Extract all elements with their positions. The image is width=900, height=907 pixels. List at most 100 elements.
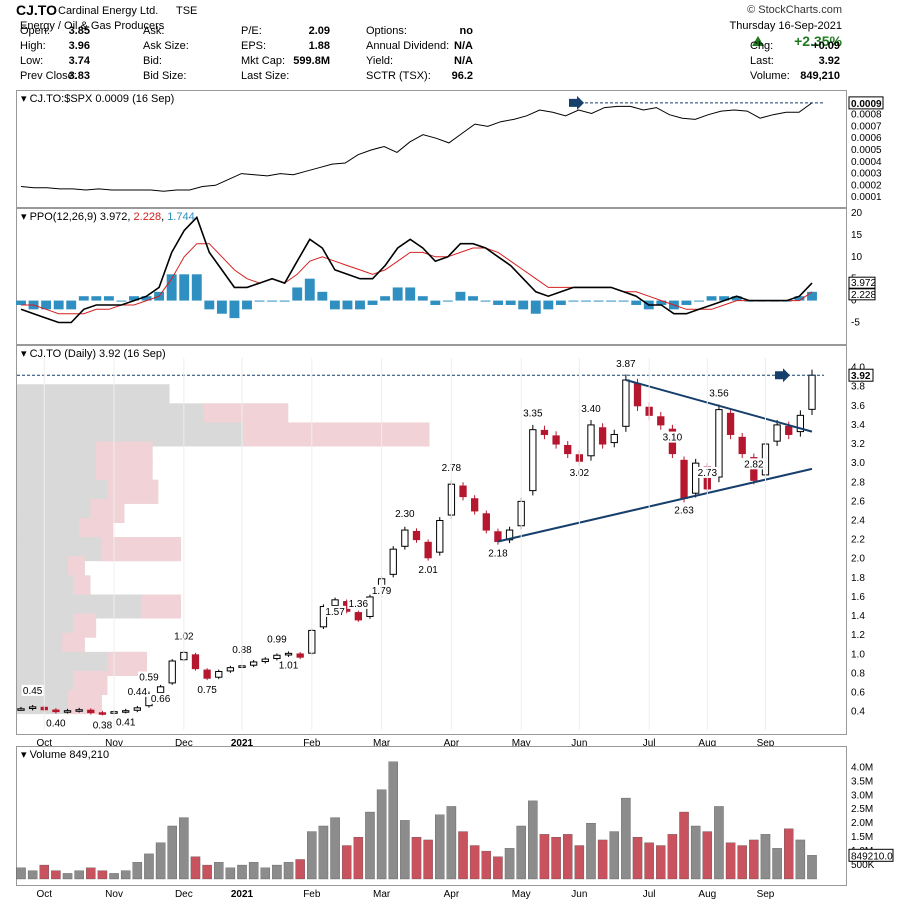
stat-label: Volume:	[750, 70, 790, 82]
rel-last-box	[848, 96, 884, 110]
ppo-ytick-label: 20	[851, 208, 863, 219]
vbp-down-bar	[67, 690, 102, 715]
ppo-hist-bar	[16, 300, 26, 305]
volume-bar	[155, 842, 166, 880]
price-annotation-bg	[486, 547, 509, 559]
price-ytick-label: 0.6	[851, 688, 865, 699]
candle-body	[471, 498, 479, 512]
ppo-hist-bar	[66, 300, 77, 310]
volume-bar	[551, 836, 561, 880]
rel-series-line	[20, 102, 813, 192]
candle-body	[331, 599, 339, 607]
ppo-signal-box	[848, 288, 876, 301]
ppo-hist-value: 1.744	[167, 211, 195, 223]
volume-bar	[179, 817, 189, 880]
price-annotation-bg	[417, 563, 440, 575]
candle-body	[122, 710, 130, 713]
volume-bar	[190, 856, 201, 880]
volume-bar	[202, 864, 212, 880]
industry-label: Energy / Oil & Gas Producers	[20, 20, 165, 32]
price-annotation-bg	[324, 605, 347, 617]
price-chart: 0.4 0.6 0.8 1.0 1.2 1.4 1.6 1.8 2.0 2.2 2.4 2.6 2.8 3…	[17, 357, 874, 749]
ppo-hist-bar	[656, 300, 667, 305]
price-annotation-bg	[393, 508, 416, 520]
price-ytick-label: 3.0	[851, 458, 865, 469]
up-triangle-icon	[752, 36, 764, 46]
price-annotation-label: 2.63	[674, 506, 694, 517]
volume-ytick-label: 4.0M	[851, 762, 873, 773]
ppo-hist-bar	[342, 300, 353, 310]
ppo-signal-value: 2.228	[133, 211, 162, 223]
ppo-hist-bar	[442, 300, 453, 302]
candle-body	[273, 654, 281, 660]
price-annotation-bg	[91, 719, 114, 731]
ppo-hist-bar	[794, 296, 805, 301]
price-xtick-label: Mar	[373, 738, 391, 749]
volume-bar	[39, 864, 50, 880]
price-ytick-label: 2.6	[851, 496, 865, 507]
rel-ytick-label: 0.0004	[851, 157, 882, 168]
volume-bar	[481, 850, 492, 880]
volume-bar	[702, 831, 713, 880]
rel-ytick-label: 0.0007	[851, 121, 882, 132]
price-annotation-bg	[126, 685, 149, 697]
volume-xtick-label: Aug	[698, 889, 716, 900]
watermark: © StockCharts.com	[747, 4, 842, 16]
candle-body	[75, 709, 83, 712]
price-annotation-label: 3.10	[663, 433, 683, 444]
ppo-hist-bar	[191, 274, 202, 301]
volume-bar	[679, 811, 689, 880]
candle-body	[564, 444, 572, 455]
candle-body	[726, 412, 735, 435]
volume-bar	[237, 864, 247, 880]
price-panel: 0.4 0.6 0.8 1.0 1.2 1.4 1.6 1.8 2.0 2.2 2.4 2.6 2.8 3…	[16, 345, 874, 749]
stat-label: Bid:	[143, 55, 162, 67]
volume-bar	[714, 806, 724, 880]
candle-body	[215, 671, 223, 678]
ppo-hist-bar	[103, 296, 114, 301]
price-annotation-bg	[265, 633, 288, 645]
ppo-hist-bar	[518, 300, 529, 310]
relative-strength-title: CJ.TO:$SPX 0.0009 (16 Sep)	[29, 93, 175, 105]
ppo-hist-bar	[694, 300, 704, 302]
price-annotation-bg	[707, 387, 730, 399]
ppo-hist-bar	[292, 287, 303, 301]
candle-body	[552, 435, 560, 445]
price-xtick-label: Dec	[175, 738, 193, 749]
volume-bar	[144, 853, 154, 880]
volume-bar	[621, 797, 631, 880]
volume-bar	[248, 862, 259, 880]
volume-bar	[435, 814, 445, 880]
ppo-hist-bar	[493, 300, 504, 305]
volume-xtick-label: Nov	[105, 889, 123, 900]
stat-label: Annual Dividend:	[366, 40, 450, 52]
candle-body	[692, 462, 700, 494]
candle-body	[168, 660, 176, 684]
volume-bar	[318, 825, 329, 880]
price-annotation-label: 2.30	[395, 509, 415, 520]
candle-body	[401, 529, 409, 547]
volume-last-value: 849210.0	[851, 851, 893, 862]
rel-ytick-label: 0.0006	[851, 133, 882, 144]
ppo-hist-bar	[78, 296, 89, 301]
price-xtick-label: Oct	[36, 738, 52, 749]
stat-value: 3.92	[818, 55, 840, 67]
volume-chart: 500K1.0M1.5M2.0M2.5M3.0M3.5M4.0M849210.0…	[16, 761, 894, 900]
ppo-hist-bar	[530, 300, 541, 314]
ppo-hist-bar	[731, 296, 742, 301]
stat-value: 599.8M	[293, 55, 330, 67]
price-ytick-label: 1.4	[851, 611, 865, 622]
volume-bar	[597, 839, 608, 880]
ppo-hist-bar	[41, 300, 52, 310]
ppo-hist-bar	[681, 300, 692, 305]
ppo-separator: ,	[161, 211, 168, 223]
candle-body	[17, 708, 25, 711]
relative-strength-panel: 0.0001 0.0002 0.0003 0.0004 0.0005 0.0006 0.00…	[16, 90, 884, 208]
candle-body	[796, 414, 805, 433]
volume-label: ▾ Volume 849,210	[21, 749, 110, 761]
stat-label: Mkt Cap:	[241, 55, 286, 67]
candle-body	[540, 429, 549, 435]
price-annotation-label: 1.57	[325, 607, 345, 618]
rel-last-value: 0.0009	[851, 99, 882, 110]
ppo-hist-bar	[141, 296, 152, 301]
